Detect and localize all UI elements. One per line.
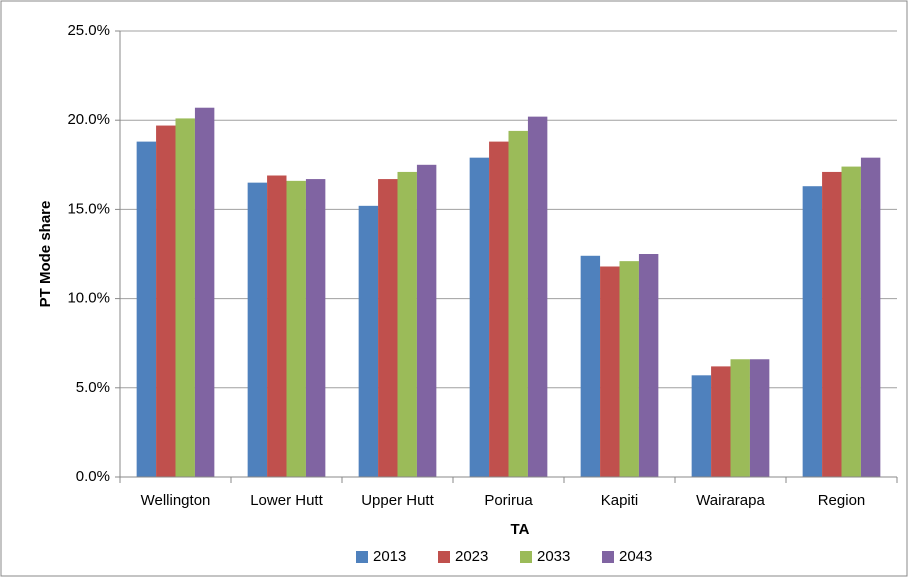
x-axis-title: TA (511, 521, 530, 538)
bar (527, 116, 548, 477)
y-axis-title: PT Mode share (37, 201, 54, 308)
y-tick-label: 20.0% (67, 111, 110, 128)
bar (508, 130, 528, 478)
x-tick-label: Porirua (484, 492, 533, 509)
bar (416, 164, 437, 478)
y-tick-label: 10.0% (67, 290, 110, 307)
x-tick-label: Upper Hutt (361, 492, 434, 509)
bar (175, 118, 195, 477)
bar (286, 180, 306, 477)
x-tick-label: Wellington (141, 492, 211, 509)
y-tick-label: 5.0% (76, 379, 110, 396)
legend-label: 2013 (373, 548, 406, 565)
x-tick-label: Lower Hutt (250, 492, 323, 509)
bar (247, 182, 268, 477)
bar (711, 366, 731, 477)
legend-swatch (602, 551, 614, 563)
bar (358, 205, 379, 477)
bar (194, 107, 215, 477)
bar (489, 141, 509, 477)
bar (600, 266, 620, 477)
bar (619, 261, 639, 477)
bar (638, 254, 659, 477)
bar (580, 255, 601, 477)
bar (136, 141, 157, 477)
bar (841, 166, 861, 478)
y-tick-label: 0.0% (76, 468, 110, 485)
y-tick-label: 15.0% (67, 200, 110, 217)
legend-swatch (356, 551, 368, 563)
bar (378, 179, 398, 477)
x-tick-label: Region (818, 492, 866, 509)
bar (860, 157, 881, 477)
x-tick-label: Wairarapa (696, 492, 765, 509)
legend-label: 2043 (619, 548, 652, 565)
bar (469, 157, 490, 477)
legend-label: 2023 (455, 548, 488, 565)
bar (802, 186, 823, 477)
bar (822, 171, 842, 477)
legend-label: 2033 (537, 548, 570, 565)
bar (267, 175, 287, 477)
x-tick-label: Kapiti (601, 492, 639, 509)
bar (156, 125, 176, 477)
legend-swatch (520, 551, 532, 563)
bar (691, 375, 712, 477)
bar (397, 171, 417, 477)
bar (730, 359, 750, 477)
bar (305, 179, 326, 477)
y-tick-label: 25.0% (67, 22, 110, 39)
bar (749, 359, 770, 477)
legend-swatch (438, 551, 450, 563)
